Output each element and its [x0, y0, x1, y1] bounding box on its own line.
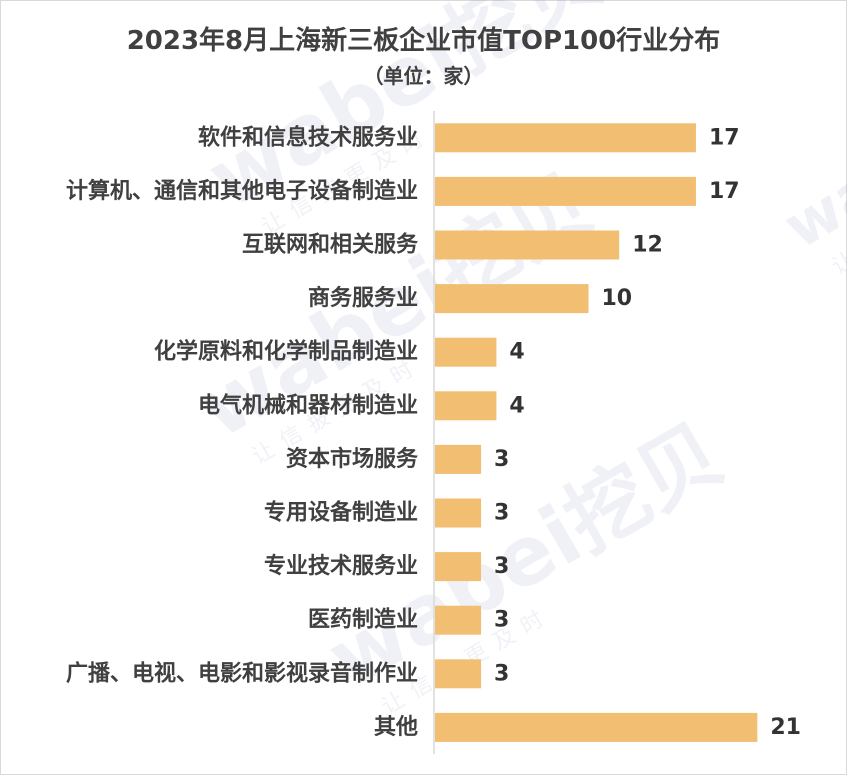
data-label: 21 [770, 715, 801, 740]
bar [435, 230, 620, 260]
data-label: 3 [494, 501, 509, 526]
bar [435, 284, 589, 314]
bar [435, 498, 482, 528]
category-label: 电气机械和器材制造业 [198, 392, 418, 418]
bar [435, 444, 482, 474]
bar [435, 176, 696, 206]
category-label: 计算机、通信和其他电子设备制造业 [66, 178, 418, 204]
category-label: 化学原料和化学制品制造业 [154, 339, 418, 365]
data-label: 17 [709, 179, 740, 204]
bar [435, 659, 482, 689]
category-label: 资本市场服务 [286, 446, 419, 472]
category-labels-group: 软件和信息技术服务业计算机、通信和其他电子设备制造业互联网和相关服务商务服务业化… [66, 124, 419, 740]
data-label: 3 [494, 447, 509, 472]
data-label: 17 [709, 125, 740, 150]
bars-group [435, 123, 758, 742]
category-label: 其他 [374, 715, 418, 740]
data-label: 10 [602, 286, 633, 311]
watermark-layer: wabei挖贝让信披更及时wabei挖贝让信披更及时wabei挖贝让信披更及时w… [183, 0, 847, 720]
bar [435, 605, 482, 635]
bar [435, 552, 482, 582]
bar [435, 123, 696, 153]
category-label: 商务服务业 [308, 285, 418, 311]
data-label: 4 [509, 393, 524, 418]
data-label: 4 [509, 340, 524, 365]
category-label: 互联网和相关服务 [242, 233, 419, 258]
value-labels-group: 17 17 12 10 4 4 3 3 3 3 3 21 [494, 125, 801, 740]
category-label: 专用设备制造业 [264, 500, 418, 526]
bar [435, 391, 497, 421]
data-label: 3 [494, 554, 509, 579]
bar [435, 337, 497, 367]
data-label: 12 [632, 233, 663, 258]
chart-subtitle: （单位：家） [363, 64, 484, 88]
category-label: 广播、电视、电影和影视录音制作业 [66, 660, 418, 686]
category-label: 专业技术服务业 [264, 553, 418, 579]
bar [435, 712, 758, 742]
chart-title: 2023年8月上海新三板企业市值TOP100行业分布 [126, 26, 721, 56]
data-label: 3 [494, 661, 509, 686]
category-label: 医药制造业 [308, 608, 418, 633]
category-label: 软件和信息技术服务业 [198, 124, 418, 150]
data-label: 3 [494, 608, 509, 633]
